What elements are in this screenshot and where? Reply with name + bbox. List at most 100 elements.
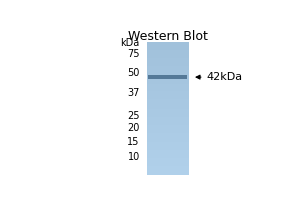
Bar <box>147 124 189 126</box>
Text: 50: 50 <box>128 68 140 78</box>
Bar <box>147 135 189 137</box>
Bar <box>147 79 189 81</box>
Bar <box>147 132 189 134</box>
Bar <box>147 127 189 129</box>
Bar <box>147 151 189 152</box>
Bar <box>147 103 189 105</box>
Text: 37: 37 <box>128 88 140 98</box>
Bar <box>147 62 189 64</box>
Bar <box>147 128 189 130</box>
Bar <box>147 153 189 155</box>
Bar <box>147 106 189 107</box>
Bar <box>147 66 189 68</box>
Bar <box>147 96 189 98</box>
Bar <box>147 86 189 88</box>
Bar <box>147 104 189 106</box>
Bar <box>147 49 189 50</box>
Bar <box>147 92 189 94</box>
Bar <box>147 90 189 91</box>
Bar <box>147 160 189 162</box>
Bar <box>147 114 189 115</box>
Bar <box>147 123 189 125</box>
Text: 15: 15 <box>128 137 140 147</box>
Bar <box>147 140 189 142</box>
Bar <box>147 118 189 119</box>
Bar <box>147 94 189 95</box>
Text: kDa: kDa <box>121 38 140 48</box>
Bar <box>147 43 189 45</box>
Bar <box>147 122 189 123</box>
Bar <box>147 148 189 150</box>
Bar <box>147 83 189 85</box>
Bar <box>147 45 189 46</box>
Text: 25: 25 <box>127 111 140 121</box>
Bar <box>147 134 189 135</box>
Bar <box>147 63 189 65</box>
Bar <box>147 98 189 99</box>
Bar <box>147 145 189 147</box>
Bar <box>147 126 189 127</box>
Bar <box>147 119 189 121</box>
Bar <box>147 108 189 110</box>
Bar <box>147 58 189 60</box>
Text: 10: 10 <box>128 152 140 162</box>
Text: 75: 75 <box>127 49 140 59</box>
Bar <box>147 111 189 113</box>
Bar <box>147 87 189 89</box>
Bar <box>147 157 189 159</box>
Bar <box>147 59 189 61</box>
Bar <box>147 152 189 154</box>
Bar <box>147 61 189 62</box>
Bar <box>147 73 189 74</box>
Bar <box>147 120 189 122</box>
Bar <box>147 57 189 58</box>
Bar <box>147 81 189 82</box>
Bar <box>147 171 189 172</box>
Bar <box>147 168 189 170</box>
Bar <box>147 54 189 56</box>
Bar <box>147 169 189 171</box>
Bar <box>147 142 189 143</box>
Bar <box>147 51 189 53</box>
Bar <box>147 74 189 76</box>
Bar <box>148 75 188 79</box>
Bar <box>147 78 189 80</box>
Bar <box>147 67 189 69</box>
Bar <box>147 102 189 103</box>
Bar <box>147 131 189 133</box>
Bar <box>147 82 189 84</box>
Bar <box>147 163 189 164</box>
Text: 42kDa: 42kDa <box>206 72 242 82</box>
Bar <box>147 85 189 86</box>
Bar <box>147 138 189 139</box>
Text: Western Blot: Western Blot <box>128 30 208 43</box>
Bar <box>147 144 189 146</box>
Bar <box>147 69 189 70</box>
Bar <box>147 161 189 163</box>
Bar <box>147 165 189 167</box>
Bar <box>147 95 189 97</box>
Bar <box>147 99 189 101</box>
Bar <box>147 100 189 102</box>
Bar <box>147 75 189 77</box>
Bar <box>147 112 189 114</box>
Bar <box>147 136 189 138</box>
Bar <box>147 107 189 109</box>
Bar <box>147 71 189 73</box>
Bar <box>147 50 189 52</box>
Bar <box>147 46 189 48</box>
Bar <box>147 149 189 151</box>
Bar <box>147 139 189 140</box>
Bar <box>147 147 189 148</box>
Bar <box>147 65 189 66</box>
Bar <box>147 159 189 160</box>
Bar <box>147 91 189 93</box>
Bar <box>147 53 189 54</box>
Text: 20: 20 <box>128 123 140 133</box>
Bar <box>147 130 189 131</box>
Bar <box>147 173 189 175</box>
Bar <box>147 155 189 156</box>
Bar <box>147 70 189 72</box>
Bar <box>147 164 189 166</box>
Bar <box>147 143 189 144</box>
